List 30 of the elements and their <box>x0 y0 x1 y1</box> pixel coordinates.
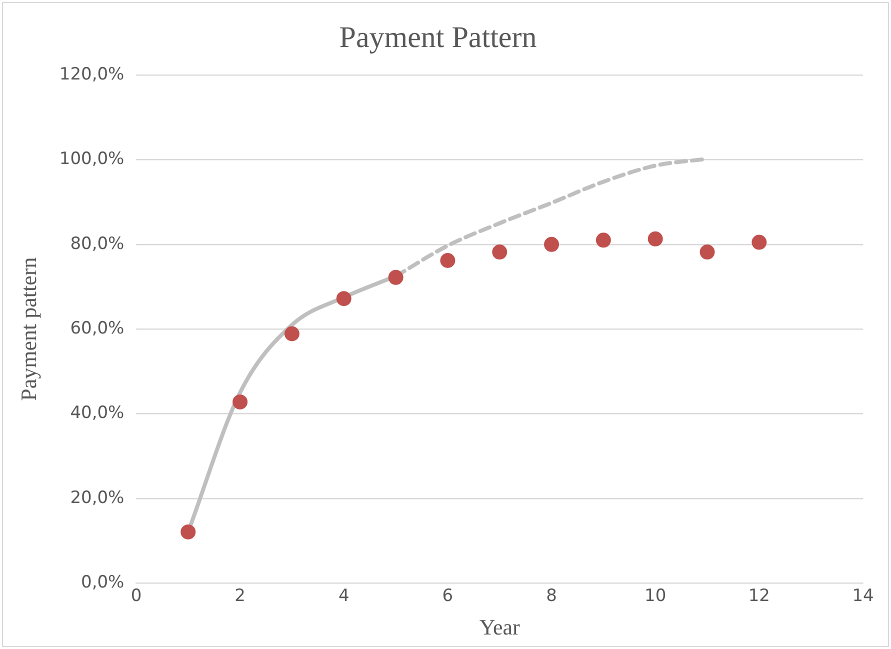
chart-title: Payment Pattern <box>339 20 537 54</box>
point <box>232 394 248 410</box>
point <box>284 326 300 342</box>
y-tick-label: 40,0% <box>70 403 124 424</box>
x-tick-label: 10 <box>644 586 666 606</box>
x-tick-label: 2 <box>234 586 246 606</box>
x-tick-label: 8 <box>546 586 557 606</box>
y-tick-label: 0,0% <box>81 572 124 593</box>
point <box>440 252 456 268</box>
point <box>596 232 611 248</box>
point <box>752 234 767 250</box>
x-tick-label: 6 <box>442 586 454 606</box>
y-tick-label: 80,0% <box>70 234 124 254</box>
y-tick-label: 60,0% <box>70 318 124 339</box>
x-tick-label: 0 <box>130 586 142 606</box>
point <box>388 270 404 285</box>
point <box>648 231 663 246</box>
y-axis-title: Payment pattern <box>16 257 41 401</box>
y-tick-label: 20,0% <box>70 488 124 508</box>
x-tick-label: 12 <box>748 586 770 606</box>
point <box>336 291 352 306</box>
point <box>180 524 196 540</box>
y-tick-label: 120,0% <box>59 64 124 84</box>
y-tick-label: 100,0% <box>59 149 124 170</box>
point <box>700 244 715 260</box>
x-tick-label: 4 <box>338 586 350 606</box>
point <box>492 244 508 260</box>
point <box>544 236 560 252</box>
x-tick-label: 14 <box>852 586 874 606</box>
x-axis-title: Year <box>479 614 521 640</box>
